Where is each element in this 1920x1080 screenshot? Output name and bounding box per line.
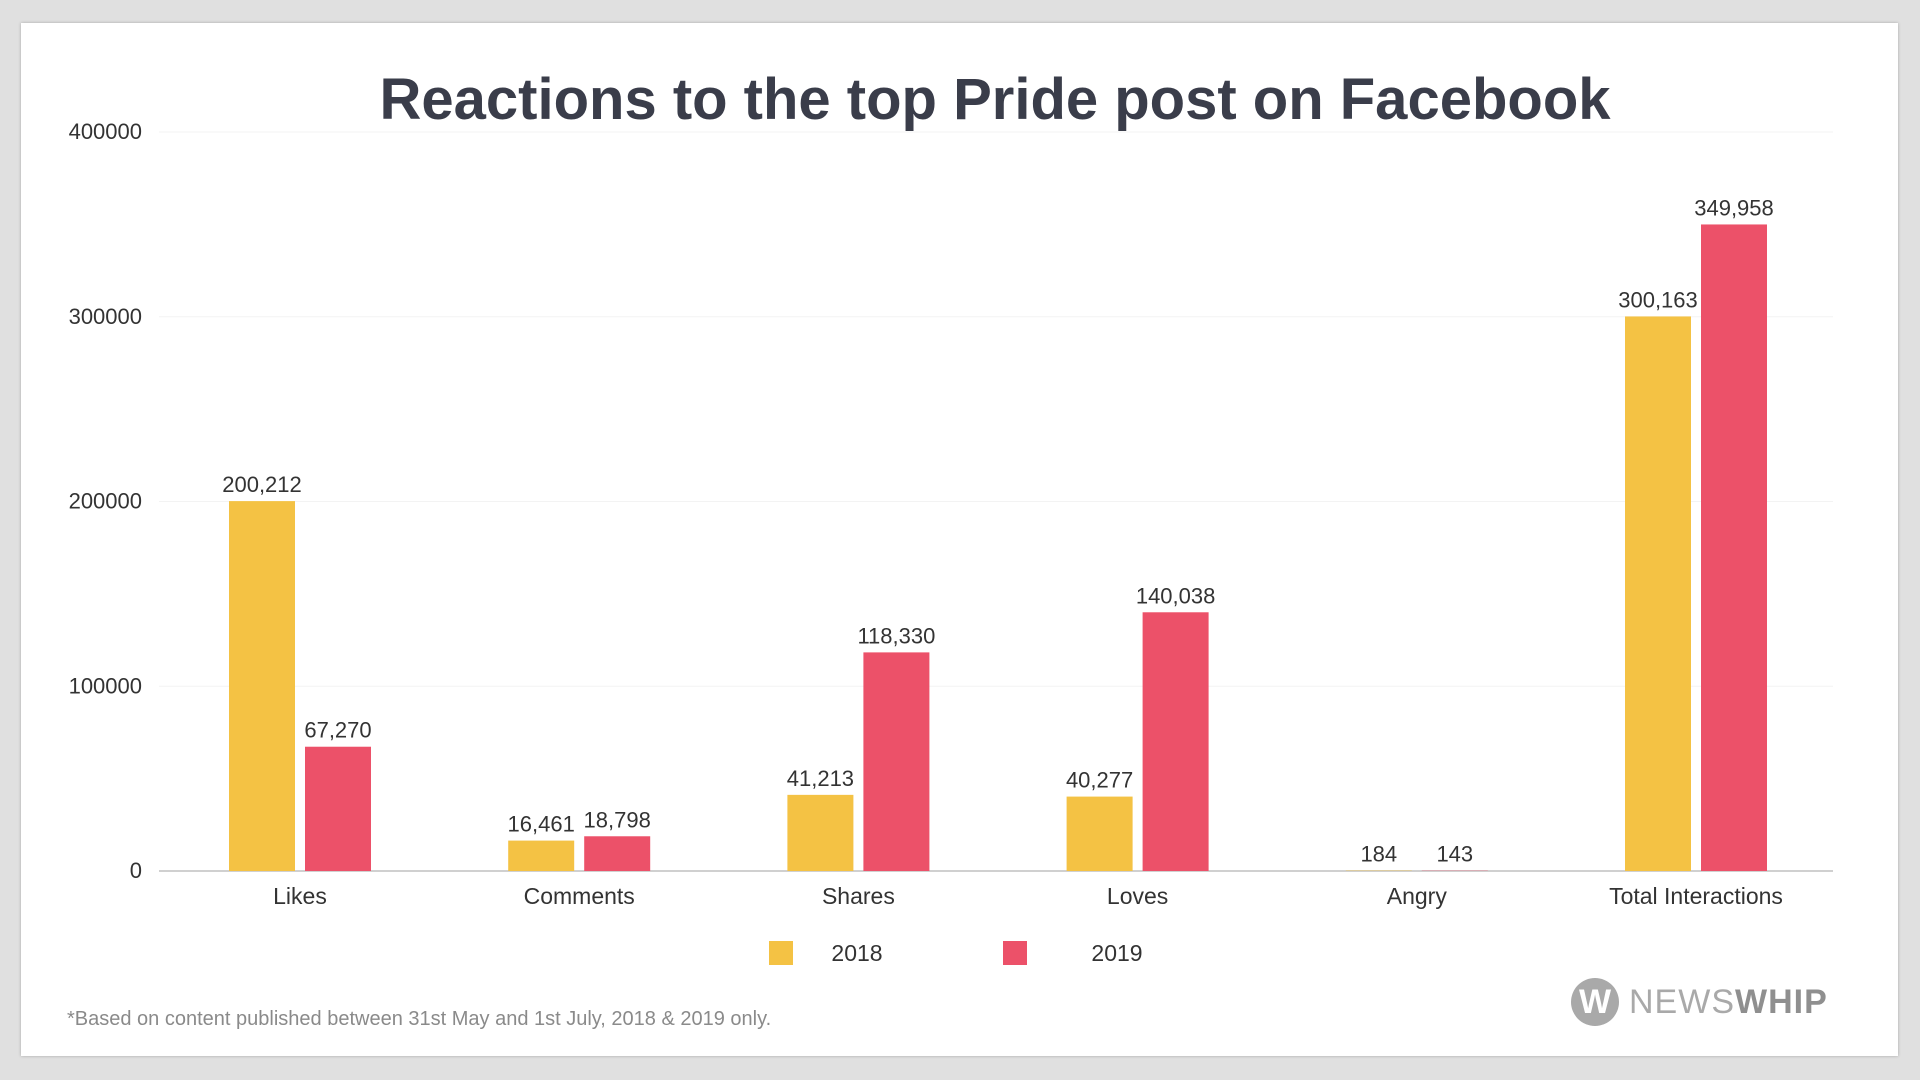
data-label: 16,461: [508, 812, 575, 837]
data-label: 300,163: [1618, 287, 1698, 312]
x-tick-label: Shares: [822, 883, 895, 909]
x-tick-label: Loves: [1107, 883, 1168, 909]
y-tick-label: 0: [130, 858, 142, 883]
bar-2019: [584, 836, 651, 871]
data-label: 349,958: [1694, 195, 1774, 220]
bar-2018: [1625, 316, 1691, 871]
bar-2018: [1066, 796, 1133, 871]
legend-label: 2018: [831, 940, 882, 966]
bar-2019: [305, 746, 371, 871]
bar-2019: [1701, 224, 1767, 872]
footnote: *Based on content published between 31st…: [67, 1008, 772, 1030]
data-label: 40,277: [1066, 768, 1133, 793]
data-label: 184: [1360, 842, 1397, 867]
chart-title: Reactions to the top Pride post on Faceb…: [379, 67, 1611, 132]
logo-text: NEWSWHIP: [1629, 983, 1828, 1022]
data-label: 200,212: [222, 472, 302, 497]
newswhip-logo: W NEWSWHIP: [1571, 978, 1828, 1026]
legend-swatch-2018: [769, 941, 793, 965]
y-tick-label: 100000: [69, 673, 142, 698]
data-label: 18,798: [584, 807, 651, 832]
y-tick-label: 200000: [69, 489, 142, 514]
logo-mark-icon: W: [1571, 978, 1619, 1026]
bar-2018: [229, 501, 295, 871]
legend-swatch-2019: [1003, 941, 1027, 965]
y-tick-label: 400000: [69, 119, 142, 144]
data-label: 118,330: [857, 623, 935, 648]
data-label: 67,270: [304, 718, 371, 743]
y-tick-label: 300000: [69, 304, 142, 329]
data-label: 41,213: [787, 766, 854, 791]
bar-2018: [787, 794, 854, 871]
x-tick-label: Comments: [524, 883, 635, 909]
data-label: 140,038: [1136, 583, 1216, 608]
legend-label: 2019: [1091, 940, 1142, 966]
chart-card: [21, 23, 1898, 1056]
data-label: 143: [1436, 842, 1473, 867]
bar-2018: [508, 840, 575, 871]
logo-text-light: NEWS: [1629, 982, 1735, 1021]
x-tick-label: Total Interactions: [1609, 883, 1783, 909]
bar-2019: [863, 652, 930, 871]
x-tick-label: Likes: [273, 883, 327, 909]
logo-text-bold: WHIP: [1735, 982, 1828, 1021]
bar-2019: [1142, 612, 1209, 871]
x-tick-label: Angry: [1387, 883, 1448, 909]
